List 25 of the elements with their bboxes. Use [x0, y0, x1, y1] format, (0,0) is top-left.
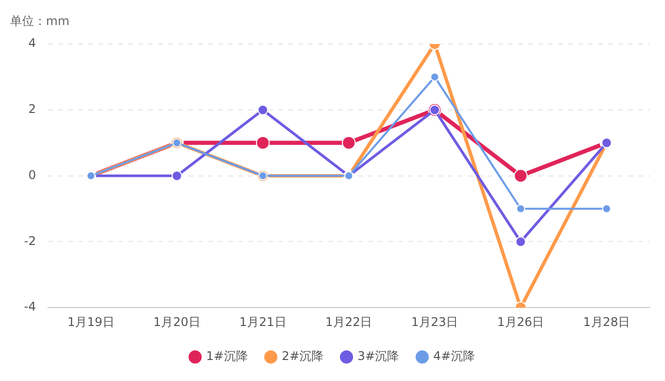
- legend-label: 3#沉降: [358, 349, 400, 364]
- point: [258, 104, 268, 116]
- point: [602, 204, 612, 214]
- point: [342, 136, 356, 150]
- x-tick-label: 1月28日: [583, 314, 630, 329]
- legend-label: 4#沉降: [433, 349, 475, 364]
- x-tick-label: 1月20日: [153, 314, 200, 329]
- x-tick-label: 1月26日: [497, 314, 544, 329]
- x-tick-label: 1月23日: [411, 314, 458, 329]
- x-tick-label: 1月19日: [67, 314, 114, 329]
- y-tick-label: 2: [28, 102, 36, 116]
- legend-label: 1#沉降: [206, 349, 248, 364]
- x-tick-label: 1月21日: [239, 314, 286, 329]
- y-tick-label: 0: [28, 168, 36, 182]
- point: [256, 136, 270, 150]
- y-tick-label: -4: [24, 300, 36, 314]
- x-tick-label: 1月22日: [325, 314, 372, 329]
- point: [515, 236, 526, 247]
- point: [514, 168, 528, 183]
- point: [516, 204, 526, 214]
- point: [172, 170, 182, 182]
- y-tick-label: -2: [24, 234, 36, 248]
- legend-label: 2#沉降: [282, 349, 324, 364]
- y-axis-title: 单位：mm: [10, 14, 70, 28]
- y-tick-label: 4: [28, 36, 36, 50]
